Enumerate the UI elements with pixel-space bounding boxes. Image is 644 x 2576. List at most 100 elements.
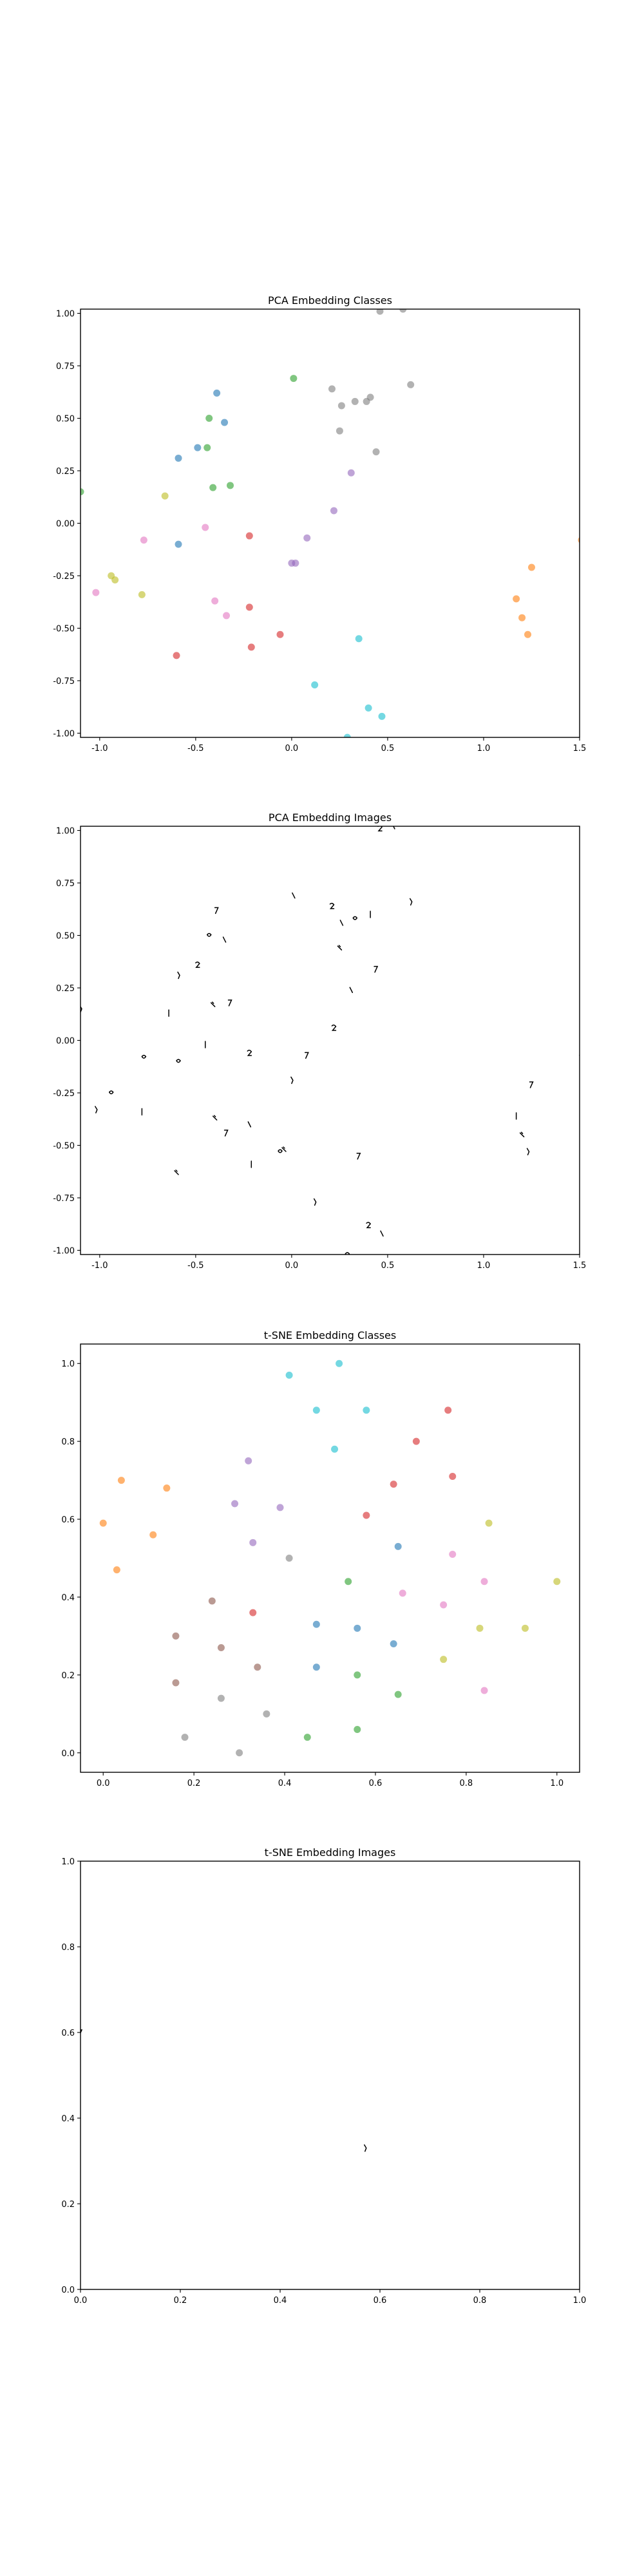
data-point bbox=[204, 444, 211, 451]
y-tick-label: 0.2 bbox=[61, 2200, 75, 2210]
y-tick-label: 1.0 bbox=[61, 1359, 75, 1369]
digit-image-marker bbox=[380, 1230, 384, 1237]
data-point bbox=[354, 1671, 361, 1679]
digit-image-marker bbox=[174, 1170, 179, 1175]
data-point bbox=[394, 1542, 402, 1550]
data-point bbox=[227, 482, 234, 489]
data-point bbox=[303, 1734, 311, 1741]
data-point bbox=[245, 532, 253, 540]
digit-image-marker bbox=[345, 1252, 350, 1255]
digit-image-marker bbox=[337, 945, 343, 951]
x-tick-label: 0.8 bbox=[473, 2296, 487, 2306]
data-point bbox=[444, 1406, 452, 1414]
data-point bbox=[111, 576, 119, 584]
x-tick-label: 0.4 bbox=[274, 2296, 287, 2306]
data-point bbox=[223, 612, 231, 620]
data-point bbox=[336, 427, 343, 435]
y-tick-label: 0.6 bbox=[61, 2029, 75, 2038]
y-tick-label: 0.0 bbox=[61, 1749, 75, 1759]
digit-image-marker bbox=[374, 965, 379, 973]
data-point bbox=[181, 1734, 189, 1741]
chart-pca-images: PCA Embedding Images -1.0 -0.5 0.0 0.5 1.0 1.5… bbox=[53, 811, 586, 1271]
data-point bbox=[354, 1624, 361, 1632]
data-point bbox=[363, 1406, 370, 1414]
data-point bbox=[249, 1539, 257, 1546]
data-point bbox=[328, 385, 336, 393]
data-point bbox=[217, 1644, 225, 1652]
digit-image-marker bbox=[223, 1130, 229, 1137]
y-tick-label: 0.6 bbox=[61, 1515, 75, 1525]
y-tick-label: 0.50 bbox=[56, 932, 75, 942]
data-point bbox=[149, 1531, 157, 1539]
data-point bbox=[312, 1663, 320, 1671]
digit-image-marker bbox=[292, 892, 296, 899]
digit-image-marker bbox=[281, 1146, 287, 1152]
digit-image-marker bbox=[331, 1024, 337, 1031]
data-point bbox=[343, 734, 351, 737]
digit-image-marker bbox=[222, 936, 227, 943]
y-tick-label: -0.25 bbox=[53, 572, 75, 582]
digit-image-marker bbox=[206, 933, 212, 937]
chart-tsne-classes: t-SNE Embedding Classes 0.0 0.2 0.4 0.6 0.8 1.… bbox=[61, 1329, 580, 1788]
data-point bbox=[245, 603, 253, 611]
chart-title: t-SNE Embedding Images bbox=[265, 1846, 396, 1859]
x-tick-label: 0.5 bbox=[381, 744, 395, 753]
data-point bbox=[407, 381, 415, 388]
data-point bbox=[372, 448, 380, 456]
data-point bbox=[363, 1511, 370, 1519]
digit-image-marker bbox=[195, 961, 200, 968]
x-tick-label: 0.4 bbox=[278, 1779, 292, 1788]
x-tick-label: 1.0 bbox=[477, 744, 491, 753]
x-tick-label: -0.5 bbox=[187, 1261, 204, 1271]
data-point bbox=[221, 419, 229, 426]
data-point bbox=[292, 559, 299, 567]
data-point bbox=[399, 1589, 406, 1597]
data-point bbox=[485, 1519, 493, 1527]
axes-frame bbox=[80, 308, 580, 738]
y-tick-label: 0.4 bbox=[61, 1593, 75, 1603]
digit-image-marker bbox=[290, 1076, 294, 1084]
data-point bbox=[175, 540, 182, 548]
digit-image-marker bbox=[579, 1054, 580, 1061]
digit-image-marker bbox=[177, 971, 180, 980]
data-point bbox=[172, 1632, 180, 1640]
y-tick-label: 0.0 bbox=[61, 2286, 75, 2295]
data-point bbox=[285, 1371, 293, 1379]
data-point bbox=[527, 564, 535, 571]
data-point bbox=[390, 1481, 397, 1488]
digit-image-marker bbox=[352, 916, 358, 920]
y-tick-label: 0.25 bbox=[56, 984, 75, 994]
data-point bbox=[211, 597, 219, 605]
data-point bbox=[366, 393, 374, 401]
data-point bbox=[399, 309, 407, 313]
data-point bbox=[254, 1663, 261, 1671]
data-point bbox=[521, 1624, 529, 1632]
x-tick-label: 0.0 bbox=[97, 1779, 110, 1788]
data-point bbox=[440, 1601, 448, 1609]
data-point bbox=[217, 1694, 225, 1702]
digit-image-marker bbox=[210, 1001, 216, 1007]
digit-image-marker bbox=[278, 1149, 283, 1153]
x-tick-label: 0.8 bbox=[460, 1779, 473, 1788]
data-point bbox=[245, 1457, 252, 1464]
y-tick-label: -1.00 bbox=[53, 1246, 75, 1256]
x-tick-label: 1.5 bbox=[573, 1261, 587, 1271]
digit-image-marker bbox=[176, 1059, 181, 1063]
digit-image-marker bbox=[366, 1222, 372, 1229]
data-point bbox=[390, 1640, 397, 1647]
data-point bbox=[173, 652, 180, 659]
digit-image-marker bbox=[329, 902, 335, 909]
digit-image-marker bbox=[364, 2144, 367, 2152]
data-point bbox=[354, 1726, 361, 1733]
data-point bbox=[480, 1578, 488, 1586]
data-point bbox=[330, 507, 337, 515]
data-point bbox=[161, 492, 169, 500]
y-tick-label: -0.50 bbox=[53, 624, 75, 634]
data-point bbox=[513, 595, 520, 603]
chart-title: PCA Embedding Images bbox=[269, 811, 392, 824]
x-tick-label: 0.5 bbox=[381, 1261, 395, 1271]
data-point bbox=[276, 1504, 284, 1511]
data-point bbox=[311, 681, 319, 689]
x-tick-label: 0.6 bbox=[374, 2296, 387, 2306]
digit-image-marker bbox=[95, 1106, 98, 1113]
